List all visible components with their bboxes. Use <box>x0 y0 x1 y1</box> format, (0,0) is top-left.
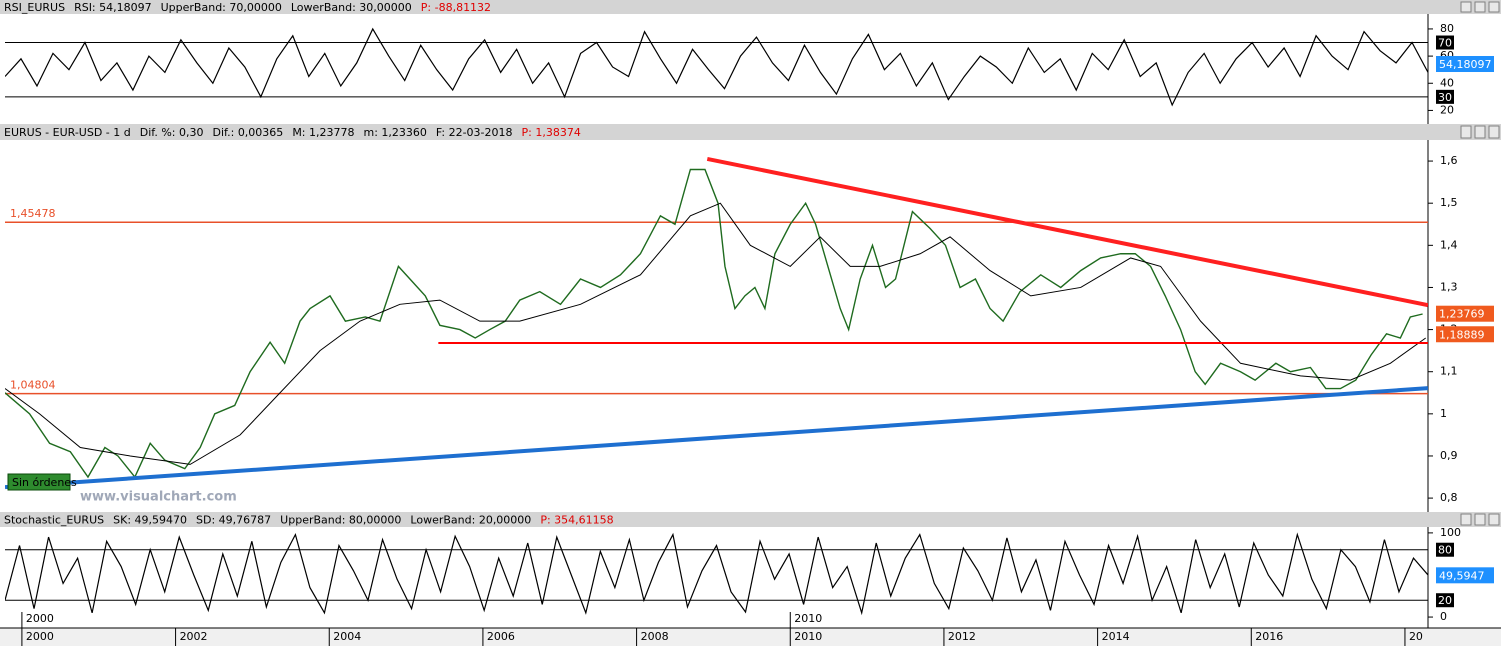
x-tick-label: 2014 <box>1102 630 1130 643</box>
price-line <box>5 168 1423 479</box>
header-text: Dif. %: 0,30 <box>140 126 204 139</box>
watermark: www.visualchart.com <box>80 490 237 505</box>
header-text: P: 354,61158 <box>540 514 613 527</box>
pane-header <box>0 0 1501 14</box>
last-value-label: 1,23769 <box>1439 308 1485 321</box>
oscillator-line <box>5 27 1428 107</box>
y-tick-label: 0 <box>1440 610 1447 623</box>
pane-button[interactable] <box>1474 513 1486 526</box>
level-box <box>1436 89 1454 104</box>
pane-button[interactable] <box>1488 125 1500 139</box>
x-tick-label: 2000 <box>26 630 54 643</box>
header-text: m: 1,23360 <box>364 126 427 139</box>
last-value-label: 54,18097 <box>1439 58 1492 71</box>
last-value-box <box>1436 305 1494 322</box>
header-text: SD: 49,76787 <box>196 514 271 527</box>
level-label: 70 <box>1438 37 1452 50</box>
pane-header <box>0 124 1501 140</box>
level-box <box>1436 542 1454 557</box>
oscillator-line <box>5 532 1428 616</box>
header-text: Stochastic_EURUS <box>4 514 104 527</box>
level-label: 80 <box>1438 544 1452 557</box>
pane-button[interactable] <box>1460 513 1472 526</box>
plot <box>5 156 1428 490</box>
level-label: 30 <box>1438 91 1452 104</box>
header-text: SK: 49,59470 <box>113 514 187 527</box>
y-tick-label: 1,6 <box>1440 154 1458 167</box>
x-tick-label: 2006 <box>487 630 515 643</box>
x-axis <box>0 628 1501 646</box>
y-tick-label: 20 <box>1440 103 1454 116</box>
level-box <box>1436 593 1454 608</box>
trend-line <box>5 386 1428 490</box>
y-tick-label: 1,3 <box>1440 280 1458 293</box>
header-text: UpperBand: 70,00000 <box>161 1 282 14</box>
y-tick-label: 1,1 <box>1440 365 1458 378</box>
last-value-label: 49,5947 <box>1439 569 1485 582</box>
decade-label: 2010 <box>794 612 822 625</box>
header-text: EURUS - EUR-USD - 1 d <box>4 126 131 139</box>
y-tick-label: 100 <box>1440 526 1461 539</box>
pane-button[interactable] <box>1474 125 1486 139</box>
x-tick-label: 2008 <box>641 630 669 643</box>
y-tick-label: 0,9 <box>1440 449 1458 462</box>
pane-header <box>0 512 1501 527</box>
pane-button[interactable] <box>1460 125 1472 139</box>
header-text: P: 1,38374 <box>522 126 581 139</box>
x-tick-label: 2004 <box>333 630 361 643</box>
pane-button[interactable] <box>1474 1 1486 13</box>
y-tick-label: 80 <box>1440 22 1454 35</box>
header-text: LowerBand: 20,00000 <box>410 514 531 527</box>
last-value-box <box>1436 56 1494 73</box>
y-tick-label: 1 <box>1440 407 1447 420</box>
price-line <box>5 202 1426 465</box>
header-text: RSI_EURUS <box>4 1 65 14</box>
y-tick-label: 0,8 <box>1440 491 1458 504</box>
status-box <box>7 473 71 491</box>
pane-button[interactable] <box>1488 513 1500 526</box>
x-tick-label: 2016 <box>1255 630 1283 643</box>
header-text: M: 1,23778 <box>292 126 354 139</box>
horizontal-line-label: 1,04804 <box>10 379 56 392</box>
last-value-box <box>1436 326 1494 343</box>
x-tick-label: 2002 <box>180 630 208 643</box>
last-value-box <box>1436 567 1494 584</box>
x-tick-label: 2012 <box>948 630 976 643</box>
header-text: RSI: 54,18097 <box>74 1 152 14</box>
level-box <box>1436 35 1454 50</box>
y-tick-label: 40 <box>1440 76 1454 89</box>
header-text: F: 22-03-2018 <box>436 126 513 139</box>
status-label: Sin órdenes <box>12 476 77 489</box>
header-text: Dif.: 0,00365 <box>213 126 284 139</box>
plot <box>5 532 1428 616</box>
header-text: LowerBand: 30,00000 <box>291 1 412 14</box>
y-tick-label: 1,5 <box>1440 196 1458 209</box>
pane-button[interactable] <box>1488 1 1500 13</box>
level-label: 20 <box>1438 594 1452 607</box>
last-value-label: 1,18889 <box>1439 328 1485 341</box>
pane-button[interactable] <box>1460 1 1472 13</box>
x-tick-label: 20 <box>1409 630 1423 643</box>
x-tick-label: 2010 <box>794 630 822 643</box>
decade-label: 2000 <box>26 612 54 625</box>
y-tick-label: 1,4 <box>1440 238 1458 251</box>
header-text: P: -88,81132 <box>421 1 491 14</box>
trend-line <box>706 156 1428 308</box>
header-text: UpperBand: 80,00000 <box>280 514 401 527</box>
plot <box>5 27 1428 107</box>
horizontal-line-label: 1,45478 <box>10 207 56 220</box>
